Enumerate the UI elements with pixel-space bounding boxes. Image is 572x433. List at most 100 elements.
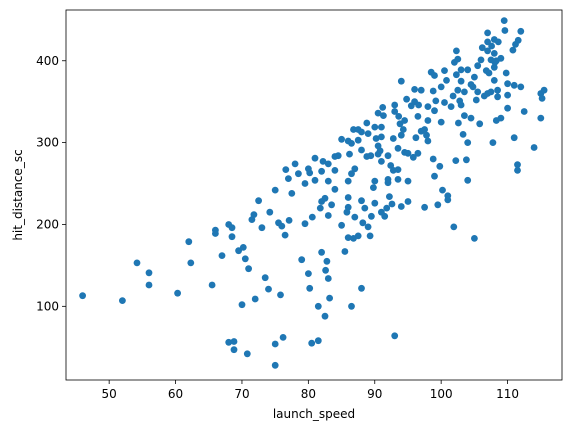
data-point bbox=[437, 83, 445, 91]
data-point bbox=[514, 161, 521, 169]
data-point bbox=[271, 340, 279, 348]
data-point bbox=[474, 88, 482, 96]
data-point bbox=[281, 231, 289, 239]
data-point bbox=[464, 176, 472, 184]
data-point bbox=[504, 91, 511, 99]
data-point bbox=[414, 113, 422, 120]
data-point bbox=[417, 86, 425, 94]
data-point bbox=[366, 232, 374, 240]
data-point bbox=[489, 139, 497, 147]
data-point bbox=[409, 153, 417, 161]
data-point bbox=[230, 338, 238, 345]
data-point bbox=[372, 135, 380, 142]
data-point bbox=[367, 152, 375, 160]
data-point bbox=[318, 248, 325, 256]
data-point bbox=[376, 147, 384, 155]
data-point bbox=[318, 167, 325, 175]
data-point bbox=[288, 190, 296, 197]
data-point bbox=[354, 136, 362, 144]
data-point bbox=[411, 86, 418, 93]
data-point bbox=[255, 197, 262, 205]
data-point bbox=[174, 289, 182, 297]
data-point bbox=[494, 38, 502, 46]
data-point bbox=[250, 211, 258, 219]
data-point bbox=[305, 270, 312, 277]
data-point bbox=[414, 149, 422, 157]
data-point bbox=[338, 221, 345, 229]
data-point bbox=[308, 213, 316, 221]
data-point bbox=[266, 208, 274, 216]
data-point bbox=[434, 201, 442, 209]
data-point bbox=[444, 196, 452, 204]
y-tick-label: 100 bbox=[36, 299, 59, 313]
data-point bbox=[316, 204, 324, 212]
data-point bbox=[370, 184, 377, 192]
data-point bbox=[457, 101, 465, 109]
data-point bbox=[133, 259, 141, 267]
data-point bbox=[415, 101, 422, 109]
data-point bbox=[439, 186, 446, 194]
data-point bbox=[404, 149, 412, 157]
data-point bbox=[374, 109, 382, 117]
y-axis-label: hit_distance_sc bbox=[11, 149, 25, 240]
data-point bbox=[338, 135, 345, 143]
data-point bbox=[441, 99, 448, 106]
data-point bbox=[452, 157, 460, 165]
data-point bbox=[391, 108, 399, 115]
data-point bbox=[517, 27, 525, 35]
data-point bbox=[457, 66, 465, 74]
data-point bbox=[394, 144, 402, 152]
data-point bbox=[383, 204, 391, 212]
data-point bbox=[381, 212, 389, 220]
data-point bbox=[487, 88, 495, 96]
plot-area-frame bbox=[65, 9, 563, 381]
data-point bbox=[324, 212, 332, 219]
data-point bbox=[454, 55, 462, 63]
data-point bbox=[271, 361, 279, 369]
data-point bbox=[450, 223, 458, 231]
data-point bbox=[348, 140, 355, 147]
data-point bbox=[464, 66, 472, 74]
data-point bbox=[271, 186, 279, 194]
data-point bbox=[371, 177, 379, 185]
data-point bbox=[282, 166, 290, 174]
data-point bbox=[514, 36, 522, 44]
data-point bbox=[459, 131, 467, 138]
data-point bbox=[391, 101, 399, 109]
data-point bbox=[311, 176, 319, 184]
data-point bbox=[463, 156, 470, 164]
data-point bbox=[301, 180, 309, 187]
data-point bbox=[424, 137, 432, 145]
data-point bbox=[324, 275, 332, 282]
data-point bbox=[378, 158, 385, 165]
data-point bbox=[379, 104, 387, 111]
x-tick-label: 60 bbox=[168, 387, 183, 401]
data-point bbox=[500, 17, 508, 24]
data-point bbox=[424, 117, 432, 124]
data-point bbox=[404, 198, 412, 205]
data-point bbox=[187, 259, 195, 267]
data-point bbox=[358, 197, 365, 205]
data-point bbox=[395, 113, 403, 120]
data-point bbox=[285, 217, 293, 224]
data-point bbox=[245, 265, 253, 273]
y-tick-label: 300 bbox=[36, 136, 59, 150]
data-point bbox=[331, 167, 339, 174]
data-point bbox=[225, 338, 233, 346]
data-point bbox=[378, 133, 385, 141]
data-point bbox=[380, 112, 387, 119]
data-point bbox=[453, 71, 460, 79]
data-point bbox=[504, 104, 511, 112]
data-point bbox=[279, 334, 287, 341]
data-point bbox=[344, 203, 352, 211]
data-point bbox=[423, 131, 430, 139]
data-point bbox=[371, 199, 379, 207]
data-point bbox=[230, 346, 238, 354]
data-point bbox=[328, 201, 335, 209]
data-point bbox=[351, 213, 359, 221]
data-point bbox=[331, 185, 339, 193]
data-point bbox=[421, 126, 428, 133]
data-point bbox=[494, 93, 501, 101]
data-point bbox=[306, 284, 314, 292]
data-point bbox=[437, 118, 445, 126]
